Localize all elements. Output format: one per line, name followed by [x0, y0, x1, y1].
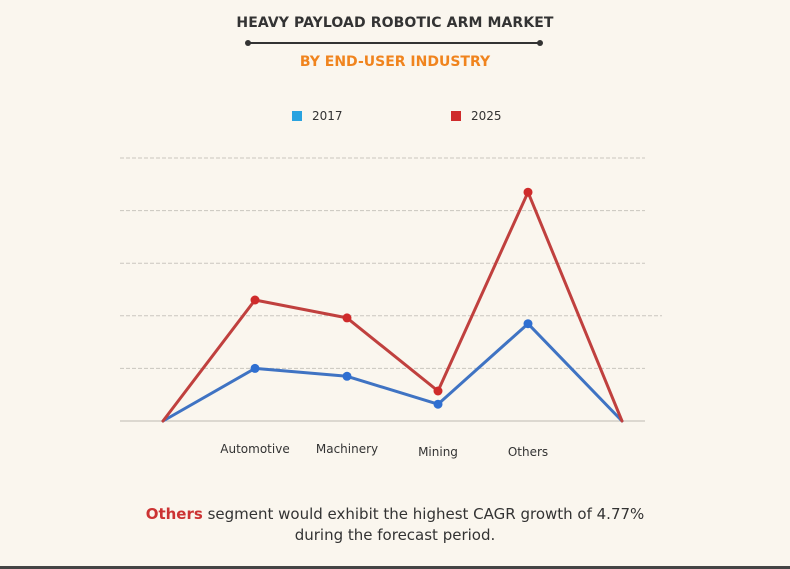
chart-title: HEAVY PAYLOAD ROBOTIC ARM MARKET: [236, 15, 554, 31]
footnote-line1: segment would exhibit the highest CAGR g…: [202, 505, 645, 523]
footnote: Others segment would exhibit the highest…: [0, 504, 790, 546]
legend-item-2025: 2025: [451, 108, 502, 124]
data-point-2017-others: [523, 319, 533, 329]
title-underline-right-dot: [537, 40, 543, 46]
legend-swatch-2025: [451, 111, 461, 121]
data-point-2017-mining: [433, 399, 443, 409]
grid-lines: [120, 157, 662, 369]
footnote-highlight: Others: [145, 505, 203, 523]
x-tick-label-automotive: Automotive: [220, 442, 289, 456]
series-line-2017: [161, 322, 624, 423]
legend-label-2017: 2017: [312, 109, 343, 123]
title-underline-left-dot: [245, 40, 251, 46]
legend-item-2017: 2017: [292, 108, 343, 124]
legend-label-2025: 2025: [471, 109, 502, 123]
x-tick-label-others: Others: [508, 445, 548, 459]
legend-swatch-2017: [292, 111, 302, 121]
data-point-2017-machinery: [342, 371, 352, 381]
series-line-2025: [161, 190, 624, 423]
x-tick-labels: Automotive Machinery Mining Others: [220, 442, 548, 459]
data-point-2025-mining: [433, 386, 443, 396]
series-lines: [161, 190, 624, 423]
x-tick-label-machinery: Machinery: [316, 442, 378, 456]
data-point-2025-machinery: [342, 313, 352, 323]
data-point-2025-others: [523, 187, 533, 197]
chart-subtitle: BY END-USER INDUSTRY: [299, 54, 491, 70]
data-point-2017-automotive: [250, 363, 260, 373]
data-point-2025-automotive: [250, 295, 260, 305]
title-underline: [245, 40, 543, 46]
x-tick-label-mining: Mining: [418, 445, 458, 459]
bottom-border: [0, 566, 790, 569]
series-markers: [250, 187, 533, 409]
footnote-line2: during the forecast period.: [294, 526, 496, 544]
